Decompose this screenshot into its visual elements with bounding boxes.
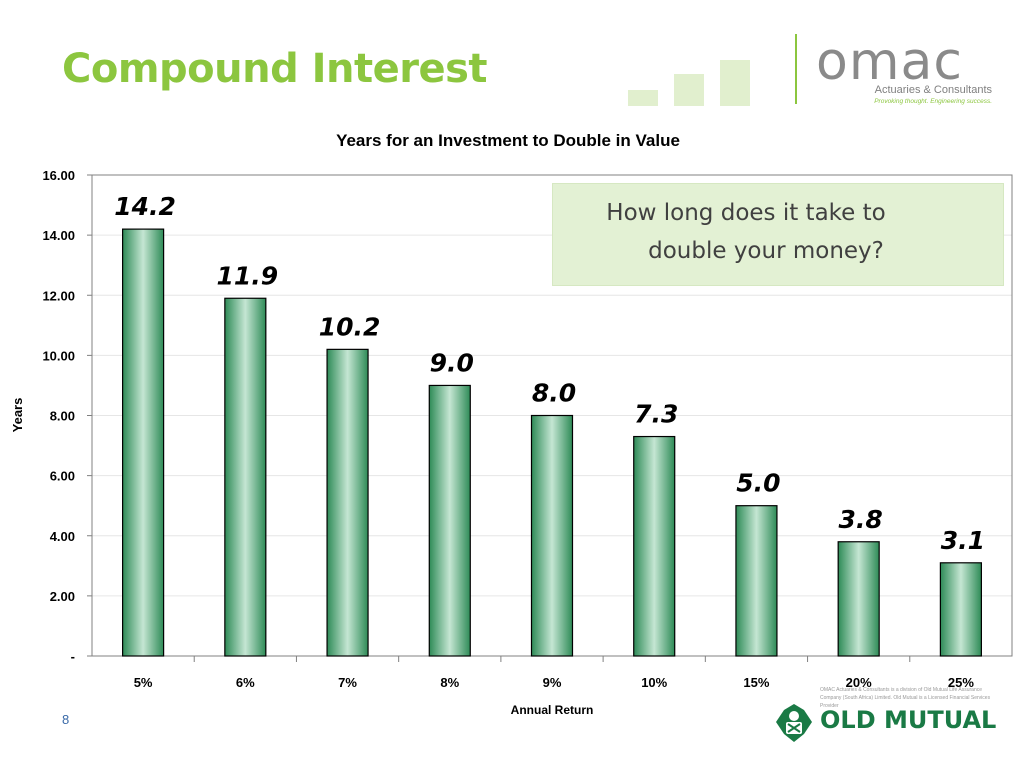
page-number: 8 <box>62 712 70 727</box>
data-label: 3.1 <box>941 526 985 555</box>
data-labels: 14.2 11.9 10.2 9.0 8.0 7.3 5.0 3.8 3.1 <box>114 192 985 555</box>
deco-bar-tall <box>720 60 750 106</box>
x-axis-title: Annual Return <box>511 703 594 717</box>
data-label: 11.9 <box>216 261 278 290</box>
bars <box>122 228 982 657</box>
data-label: 5.0 <box>736 469 780 498</box>
old-mutual-disclaimer: OMAC Actuaries & Consultants is a divisi… <box>820 687 991 709</box>
x-tick-label: 10% <box>641 675 667 690</box>
omac-tagline: Actuaries & Consultants <box>874 84 992 96</box>
y-tick-label: 4.00 <box>50 529 75 544</box>
y-tick-label: 2.00 <box>50 589 75 604</box>
callout-text: How long does it take to double your mon… <box>553 194 939 270</box>
omac-logo: omac Actuaries & Consultants Provoking t… <box>812 34 1002 110</box>
bar <box>939 562 982 657</box>
logo-divider <box>795 34 797 104</box>
old-mutual-emblem-icon <box>776 704 812 742</box>
bar <box>326 348 369 657</box>
y-tick-label: 14.00 <box>42 228 75 243</box>
old-mutual-wordmark: OLD MUTUAL <box>820 706 997 734</box>
callout-box: How long does it take to double your mon… <box>552 183 1004 286</box>
slide-title: Compound Interest <box>62 46 488 92</box>
callout-line-1: How long does it take to <box>606 200 886 226</box>
x-tick-label: 8% <box>440 675 459 690</box>
omac-wordmark-text: omac <box>816 32 963 92</box>
x-tick-label: 15% <box>743 675 769 690</box>
callout-line-2: double your money? <box>648 238 884 264</box>
bar <box>530 414 574 657</box>
x-tick-label: 7% <box>338 675 357 690</box>
bar <box>122 228 165 657</box>
y-tick-label: 16.00 <box>42 168 75 183</box>
data-label: 3.8 <box>839 505 883 534</box>
data-label: 7.3 <box>634 400 678 429</box>
y-tick-label: 6.00 <box>50 469 75 484</box>
old-mutual-logo: OLD MUTUAL <box>774 700 1004 748</box>
bar <box>224 297 267 657</box>
bar <box>633 435 676 657</box>
omac-wordmark: omac <box>816 34 963 90</box>
data-label: 14.2 <box>114 192 176 221</box>
y-tick-label: 8.00 <box>50 409 75 424</box>
y-tick-label: 12.00 <box>42 288 75 303</box>
x-tick-label: 9% <box>543 675 562 690</box>
data-label: 10.2 <box>319 312 381 341</box>
bar <box>735 505 778 657</box>
bar <box>837 541 880 657</box>
x-tick-label: 25% <box>948 675 974 690</box>
chart-title: Years for an Investment to Double in Val… <box>336 131 680 150</box>
deco-bar-medium <box>674 74 704 106</box>
data-label: 8.0 <box>532 379 576 408</box>
y-tick-label: - <box>71 649 75 664</box>
decorative-bars <box>628 58 750 106</box>
y-axis-title: Years <box>10 398 25 433</box>
x-tick-label: 6% <box>236 675 255 690</box>
x-tick-label: 5% <box>134 675 153 690</box>
y-axis: - 2.00 4.00 6.00 8.00 10.00 12.00 14.00 16.00 <box>42 168 92 664</box>
bar <box>428 384 471 657</box>
omac-slogan: Provoking thought. Engineering success. <box>874 98 992 105</box>
data-label: 9.0 <box>430 348 474 377</box>
y-tick-label: 10.00 <box>42 348 75 363</box>
deco-bar-short <box>628 90 658 106</box>
x-axis: 5% 6% 7% 8% 9% 10% 15% 20% 25% <box>134 656 974 690</box>
x-tick-label: 20% <box>846 675 872 690</box>
